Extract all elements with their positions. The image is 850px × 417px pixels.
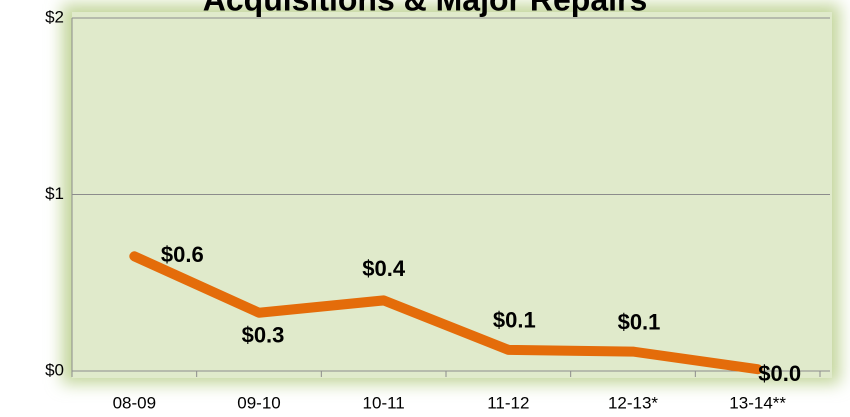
y-tick-label: $1 [45, 184, 64, 203]
data-label: $0.0 [758, 361, 801, 386]
x-tick-label: 08-09 [113, 393, 156, 412]
chart-title: Acquisitions & Major Repairs [203, 0, 648, 17]
x-tick-label: 10-11 [363, 393, 405, 412]
series-line [129, 251, 763, 375]
x-tick-label: 11-12 [487, 393, 529, 412]
data-label: $0.1 [618, 309, 661, 334]
y-tick-label: $2 [45, 7, 64, 26]
x-tick-label: 13-14** [729, 393, 786, 412]
data-label: $0.3 [242, 323, 285, 348]
data-label: $0.6 [161, 242, 204, 267]
data-label: $0.1 [493, 308, 536, 333]
y-tick-label: $0 [45, 360, 64, 379]
x-tick-label: 09-10 [237, 393, 280, 412]
data-label: $0.4 [362, 256, 406, 281]
x-tick-label: 12-13* [608, 393, 658, 412]
